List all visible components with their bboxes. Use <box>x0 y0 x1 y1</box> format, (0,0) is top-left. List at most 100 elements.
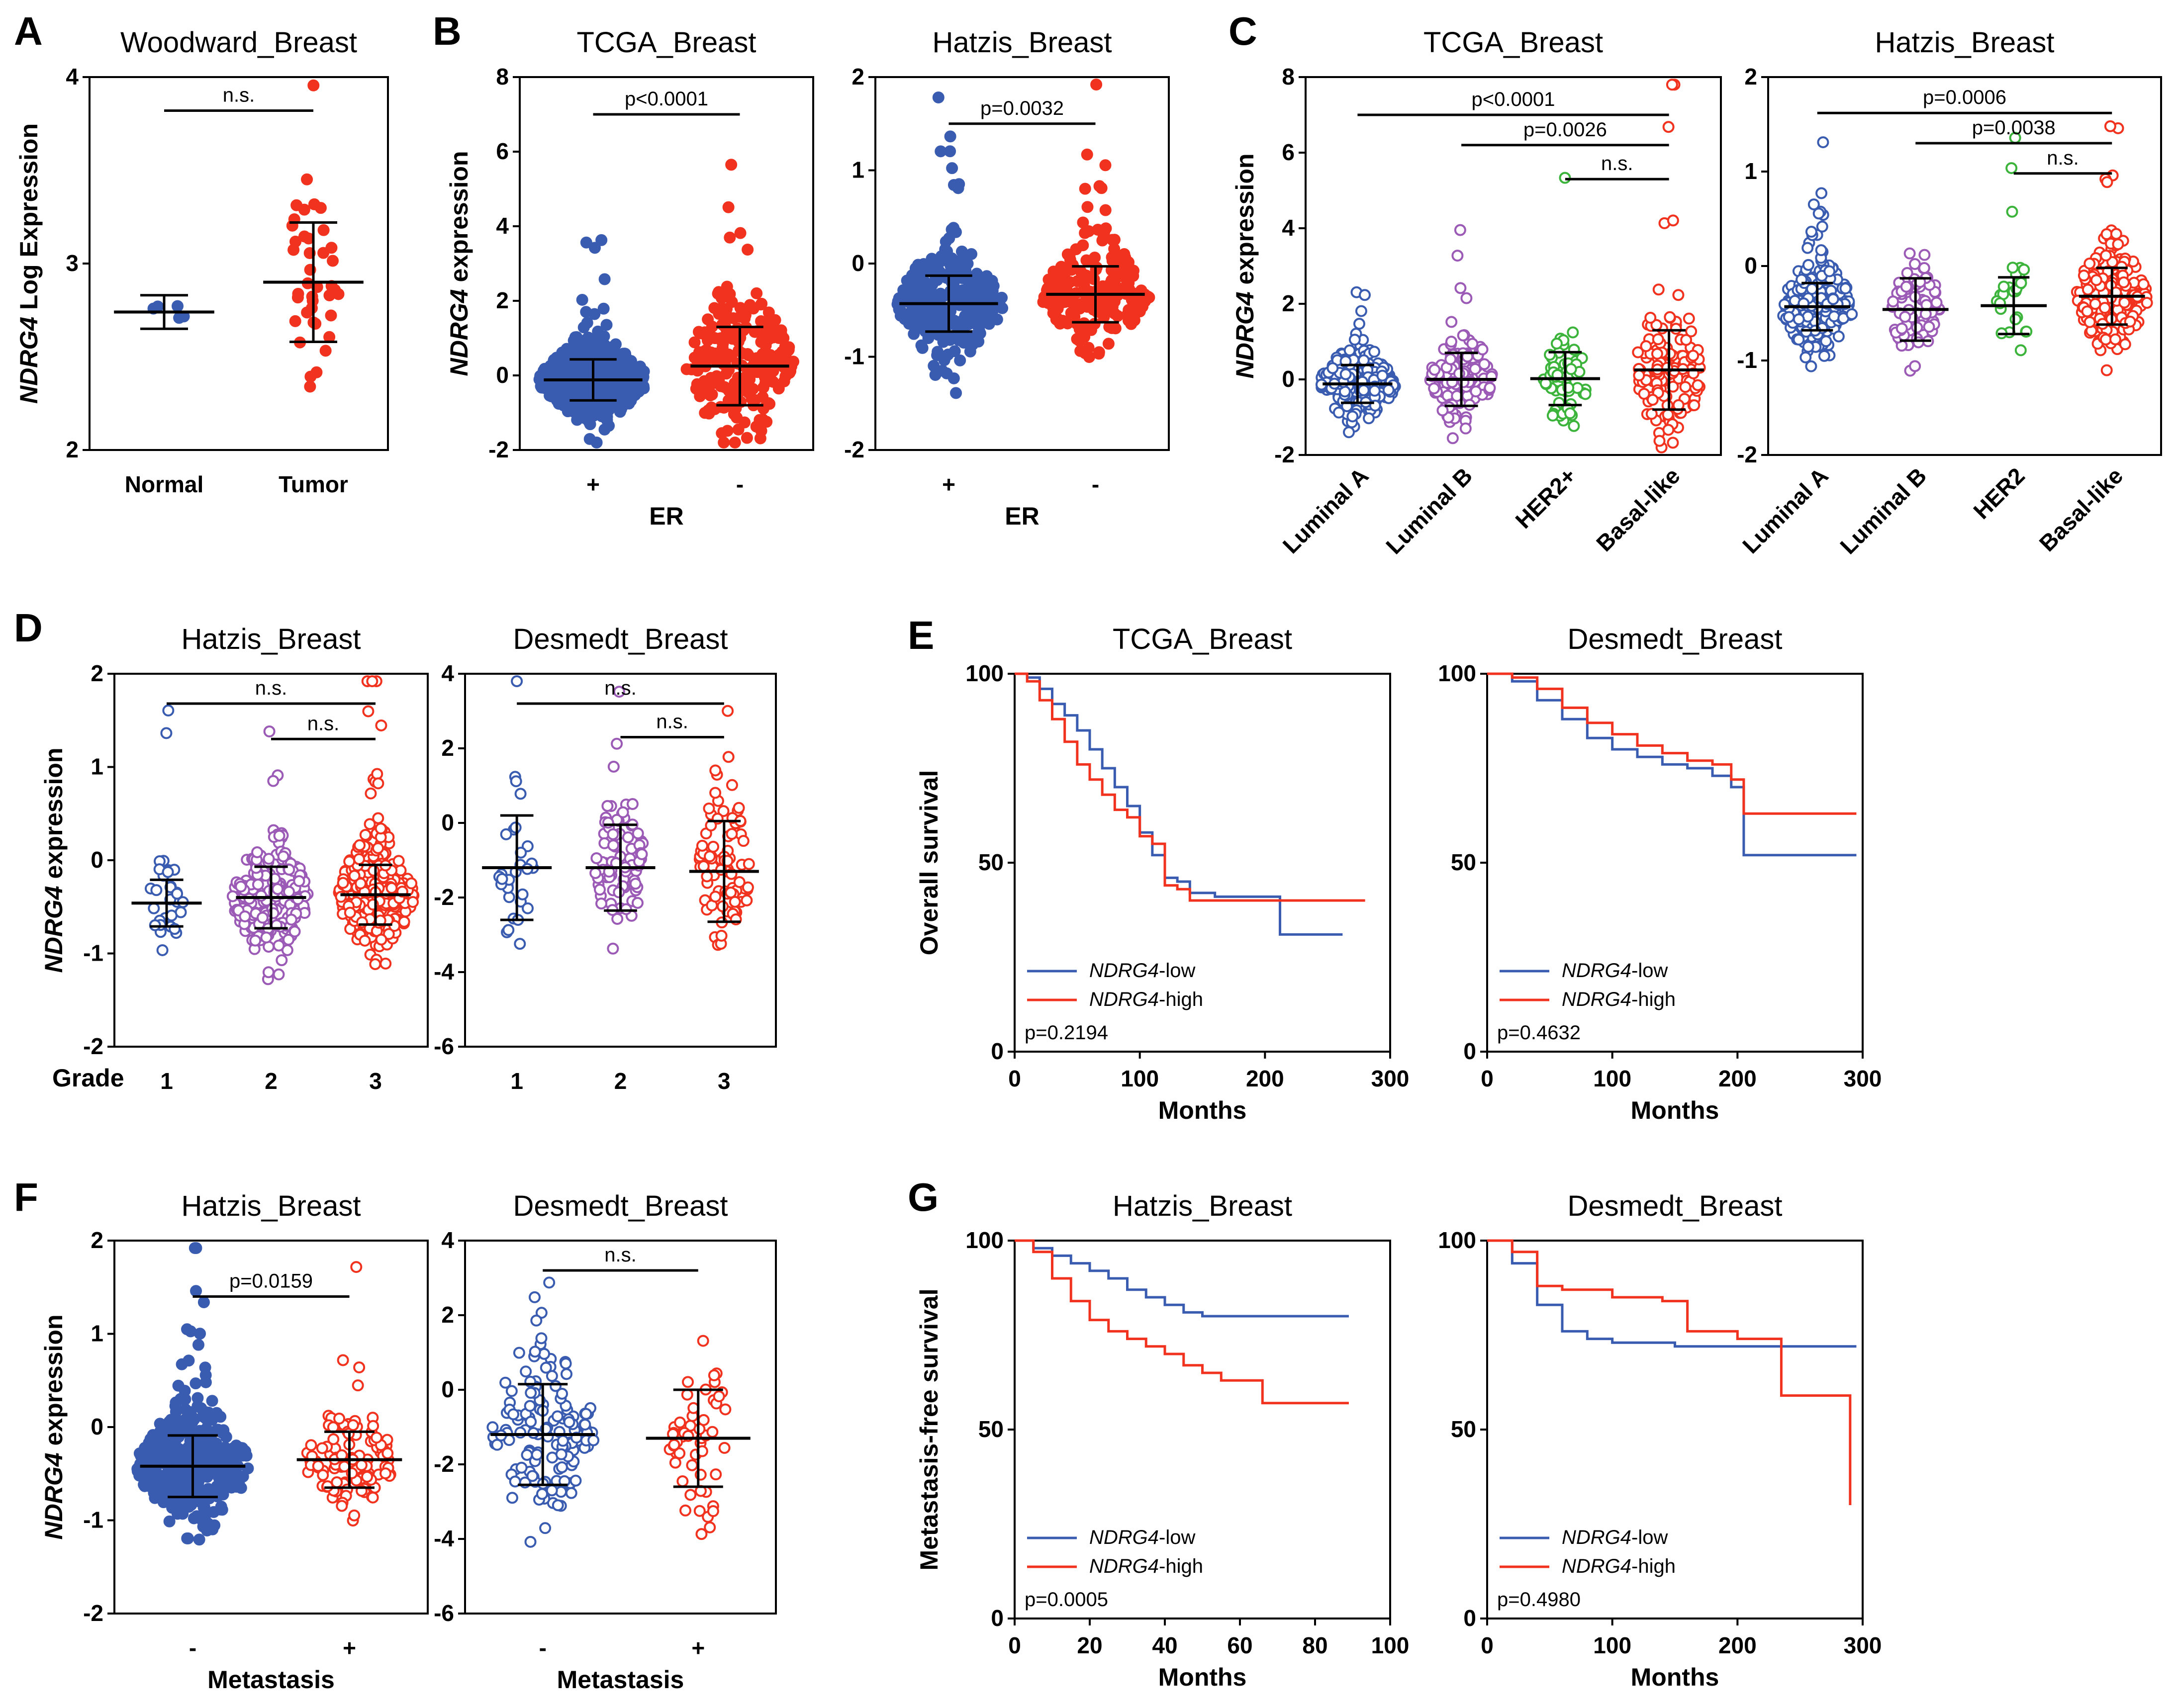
data-point <box>1667 214 1679 227</box>
data-point <box>1047 307 1059 319</box>
group-red <box>646 1335 751 1540</box>
data-point <box>1640 340 1652 353</box>
data-point <box>1466 338 1479 350</box>
y-tick-label: -2 <box>83 1033 103 1059</box>
data-point <box>557 1435 569 1447</box>
legend-suffix: -low <box>1159 960 1195 982</box>
data-point <box>1818 350 1830 362</box>
data-point <box>249 934 262 947</box>
data-point <box>569 1474 582 1487</box>
chart-title: Hatzis_Breast <box>1875 26 2054 59</box>
data-point <box>289 235 302 248</box>
data-point <box>741 432 753 444</box>
data-point <box>1918 262 1930 274</box>
data-point <box>595 234 608 246</box>
data-point <box>267 775 280 787</box>
x-tick-label: 40 <box>1152 1632 1177 1658</box>
x-axis-label: Months <box>1631 1663 1719 1691</box>
y-tick-label: 50 <box>1451 849 1476 875</box>
data-point <box>191 1400 204 1412</box>
data-point <box>693 1505 706 1517</box>
data-point <box>913 270 925 283</box>
data-point <box>1460 292 1473 304</box>
data-point <box>773 349 785 361</box>
data-point <box>1476 343 1489 356</box>
legend-label: NDRG4-low <box>1089 1527 1195 1548</box>
data-point <box>726 296 738 308</box>
data-point <box>353 853 365 865</box>
data-point <box>1651 348 1663 360</box>
data-point <box>575 365 588 378</box>
group-green <box>1981 132 2047 357</box>
data-point <box>1801 242 1814 254</box>
p-value: p=0.0005 <box>1025 1589 1108 1611</box>
data-point <box>1109 322 1122 335</box>
data-point <box>700 344 713 357</box>
data-point <box>565 1487 577 1499</box>
group-red <box>680 159 800 449</box>
data-point <box>579 1418 591 1431</box>
data-point <box>733 876 746 889</box>
data-point <box>1632 346 1644 359</box>
data-point <box>150 1466 163 1479</box>
data-point <box>710 1468 722 1481</box>
panel-d1: D Hatzis_Breast -2 -1 0 1 2 NDRG4 expression 1 2 3… <box>14 606 429 1094</box>
data-point <box>724 231 736 244</box>
data-point <box>1683 312 1695 325</box>
data-point <box>185 1499 197 1511</box>
data-point <box>289 315 301 327</box>
y-tick-label: 2 <box>1282 290 1295 316</box>
data-point <box>601 384 614 396</box>
data-point <box>176 1453 189 1465</box>
data-point <box>1348 334 1361 346</box>
data-point <box>1930 296 1943 309</box>
significance-label: n.s. <box>604 677 636 699</box>
data-point <box>355 877 367 890</box>
data-point <box>513 1347 525 1359</box>
data-point <box>1368 346 1381 358</box>
data-point <box>729 896 741 908</box>
data-point <box>329 284 341 296</box>
data-point <box>1688 399 1701 411</box>
data-point <box>1088 273 1100 285</box>
y-tick-label: -2 <box>844 437 864 462</box>
data-point <box>277 850 289 863</box>
plot-frame <box>464 1240 777 1615</box>
data-point <box>1565 363 1577 375</box>
data-point <box>949 318 961 331</box>
data-point <box>162 704 175 717</box>
data-point <box>580 306 592 318</box>
data-point <box>157 1496 170 1509</box>
group-blue <box>1777 136 1858 372</box>
data-point <box>372 777 384 790</box>
data-point <box>276 954 288 967</box>
chart-title: Woodward_Breast <box>120 26 357 59</box>
data-point <box>1376 369 1389 382</box>
data-point <box>174 1489 187 1501</box>
data-point <box>2119 338 2131 351</box>
data-point <box>407 896 419 908</box>
data-point <box>385 882 398 894</box>
data-point <box>588 242 601 254</box>
data-point <box>510 775 522 788</box>
x-tick-label: HER2+ <box>1510 462 1581 534</box>
data-point <box>1806 283 1818 295</box>
data-point <box>966 286 979 298</box>
data-point <box>709 891 722 903</box>
significance-label: p=0.0038 <box>1972 117 2056 139</box>
data-point <box>491 1438 503 1451</box>
data-point <box>521 902 534 914</box>
data-point <box>371 768 383 780</box>
data-point <box>536 1488 548 1500</box>
data-point <box>702 313 714 326</box>
data-point <box>1087 303 1100 316</box>
data-point <box>172 1379 185 1392</box>
chart-title: Hatzis_Breast <box>181 1190 361 1222</box>
y-tick-label: 0 <box>1744 253 1757 278</box>
data-point <box>754 432 766 445</box>
chart-title: Desmedt_Breast <box>513 623 728 655</box>
data-point <box>611 912 624 925</box>
data-point <box>636 848 648 860</box>
survival-curve-red <box>1487 672 1857 815</box>
survival-curve-blue <box>1487 1239 1857 1348</box>
